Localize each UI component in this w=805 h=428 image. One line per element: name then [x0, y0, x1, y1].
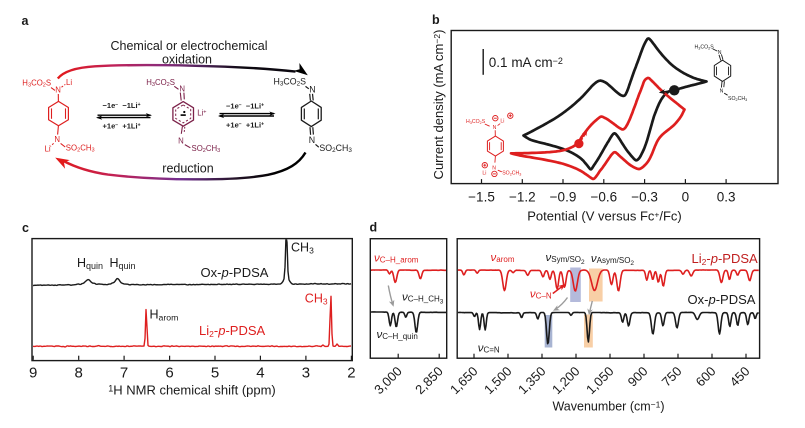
svg-text:−0.3: −0.3 — [631, 190, 658, 205]
svg-text:−1.5: −1.5 — [468, 190, 495, 205]
svg-text:SO2CH3: SO2CH3 — [728, 96, 747, 102]
svg-text:N: N — [492, 165, 496, 171]
svg-text:Li: Li — [66, 78, 72, 87]
svg-text:4: 4 — [256, 365, 264, 382]
svg-text:c: c — [22, 221, 29, 235]
svg-text:SO2CH3: SO2CH3 — [502, 170, 521, 176]
svg-text:H3CO2S: H3CO2S — [22, 79, 51, 89]
svg-text:0: 0 — [682, 190, 690, 205]
svg-text:−0.6: −0.6 — [590, 190, 617, 205]
svg-text:Li: Li — [45, 145, 51, 154]
svg-text:0.1 mA cm−2: 0.1 mA cm−2 — [489, 55, 563, 70]
svg-text:a: a — [22, 14, 30, 28]
svg-text:SO2CH3: SO2CH3 — [319, 143, 352, 154]
svg-text:7: 7 — [120, 365, 128, 382]
svg-text:N: N — [309, 135, 315, 145]
svg-text:−0.9: −0.9 — [550, 190, 577, 205]
svg-text:Potential (V versus Fc+/Fc): Potential (V versus Fc+/Fc) — [527, 209, 682, 224]
svg-text:+1e− +1Li+: +1e− +1Li+ — [103, 122, 141, 131]
svg-text:H3CO2S: H3CO2S — [466, 119, 486, 125]
svg-text:SO2CH3: SO2CH3 — [192, 144, 221, 154]
svg-text:SO2CH3: SO2CH3 — [66, 143, 95, 153]
svg-text:Ox-p-PDSA: Ox-p-PDSA — [688, 292, 756, 307]
svg-text:Li2-p-PDSA: Li2-p-PDSA — [692, 251, 758, 267]
svg-text:d: d — [370, 220, 378, 234]
svg-text:Current density (mA cm−2): Current density (mA cm−2) — [431, 30, 446, 180]
svg-text:6: 6 — [165, 365, 173, 382]
svg-text:b: b — [432, 13, 440, 27]
svg-text:5: 5 — [211, 365, 219, 382]
svg-text:9: 9 — [29, 365, 37, 382]
svg-text:Wavenumber (cm−1): Wavenumber (cm−1) — [552, 400, 664, 414]
svg-text:Ox-p-PDSA: Ox-p-PDSA — [201, 265, 269, 280]
svg-text:H3CO2S: H3CO2S — [695, 44, 715, 50]
svg-text:Li: Li — [500, 119, 504, 125]
svg-text:N: N — [55, 85, 61, 94]
svg-text:N: N — [179, 85, 185, 94]
svg-text:N: N — [178, 136, 184, 145]
svg-text:N: N — [493, 125, 497, 131]
svg-text:−1.2: −1.2 — [509, 190, 536, 205]
svg-text:reduction: reduction — [162, 162, 213, 176]
svg-text:Chemical or electrochemical: Chemical or electrochemical — [110, 39, 267, 53]
svg-text:N: N — [309, 84, 315, 94]
svg-text:H3CO2S: H3CO2S — [274, 76, 307, 87]
svg-text:−1e− −1Li+: −1e− −1Li+ — [226, 102, 264, 111]
svg-text:N: N — [54, 135, 60, 144]
svg-text:−1e− −1Li+: −1e− −1Li+ — [103, 101, 141, 110]
svg-text:+1e− +1Li+: +1e− +1Li+ — [226, 121, 264, 130]
svg-text:Li2-p-PDSA: Li2-p-PDSA — [199, 323, 265, 339]
svg-text:0.3: 0.3 — [717, 190, 736, 205]
svg-text:Li: Li — [482, 171, 486, 177]
svg-text:2: 2 — [347, 365, 355, 382]
svg-text:3: 3 — [302, 365, 310, 382]
svg-text:N: N — [720, 89, 724, 95]
svg-text:1H NMR chemical shift (ppm): 1H NMR chemical shift (ppm) — [108, 383, 276, 398]
svg-text:oxidation: oxidation — [162, 53, 212, 67]
svg-text:H3CO2S: H3CO2S — [146, 78, 175, 88]
svg-text:8: 8 — [75, 365, 83, 382]
